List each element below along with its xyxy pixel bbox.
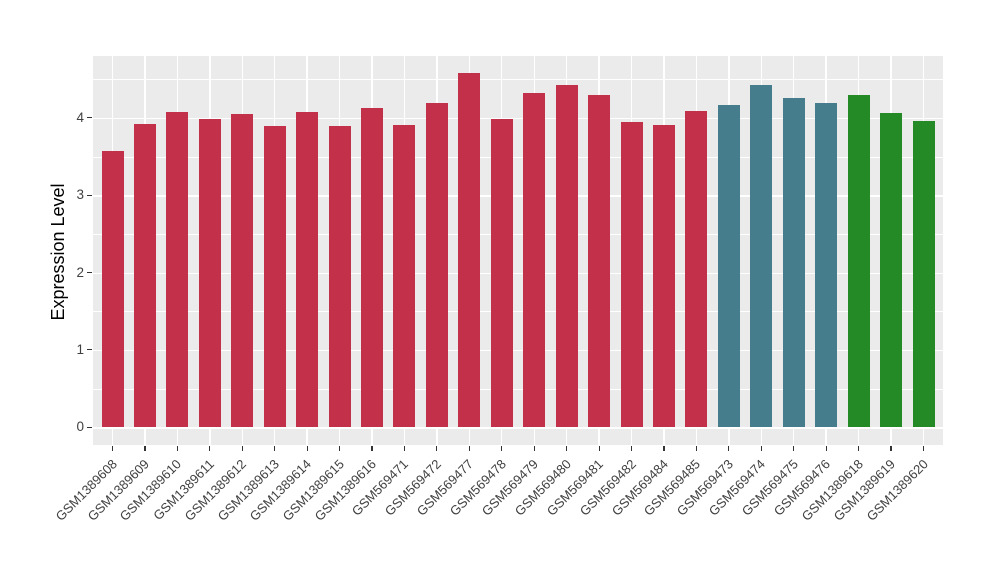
x-tick-mark-GSM1389611 (209, 446, 211, 451)
x-tick-mark-GSM569476 (825, 446, 827, 451)
plot-panel (93, 56, 943, 445)
x-tick-mark-GSM569477 (468, 446, 470, 451)
bar-GSM1389612 (231, 114, 254, 428)
gridline-major-y-0 (93, 427, 943, 429)
bar-GSM1389614 (296, 111, 319, 428)
bar-GSM569473 (717, 105, 740, 428)
bar-GSM1389618 (847, 95, 870, 428)
bar-GSM1389610 (166, 112, 189, 428)
bar-GSM1389616 (361, 107, 384, 428)
bar-GSM1389608 (101, 151, 124, 428)
gridline-minor-y-1.5 (93, 311, 943, 312)
y-tick-mark-3 (87, 194, 92, 196)
x-tick-mark-GSM1389618 (858, 446, 860, 451)
x-tick-mark-GSM1389614 (306, 446, 308, 451)
bar-GSM569474 (750, 84, 773, 428)
x-tick-mark-GSM569471 (403, 446, 406, 451)
x-tick-mark-GSM1389610 (176, 446, 178, 451)
x-tick-mark-GSM569479 (533, 446, 535, 451)
bar-GSM569477 (458, 73, 481, 428)
gridline-minor-y-2.5 (93, 233, 943, 235)
x-tick-mark-GSM1389608 (111, 446, 114, 451)
x-tick-mark-GSM1389609 (144, 446, 146, 451)
x-tick-mark-GSM569474 (760, 446, 762, 451)
y-tick-label-1: 1 (76, 341, 84, 357)
x-tick-mark-GSM1389619 (890, 446, 892, 451)
x-tick-mark-GSM569472 (436, 446, 438, 451)
x-tick-mark-GSM1389612 (241, 446, 243, 451)
gridline-minor-y-3.5 (93, 156, 943, 158)
x-tick-mark-GSM569485 (695, 446, 697, 451)
bar-GSM569480 (555, 85, 578, 428)
x-tick-mark-GSM569480 (566, 446, 568, 451)
bar-GSM569485 (685, 110, 708, 428)
bar-GSM569479 (523, 93, 546, 428)
x-tick-mark-GSM1389613 (274, 446, 276, 451)
x-tick-mark-GSM569482 (630, 446, 633, 451)
bar-GSM1389619 (880, 113, 903, 428)
bar-GSM1389611 (198, 118, 221, 428)
gridline-minor-y-0.5 (93, 388, 943, 390)
y-tick-label-3: 3 (76, 187, 84, 203)
y-tick-label-2: 2 (76, 264, 84, 280)
y-axis-title: Expression Level (48, 183, 68, 321)
gridline-major-y-1 (93, 349, 943, 352)
x-tick-mark-GSM1389616 (371, 446, 373, 451)
bar-GSM569475 (782, 97, 805, 428)
bar-GSM1389613 (263, 125, 286, 428)
bar-GSM569471 (393, 124, 416, 428)
gridline-major-y-3 (93, 195, 943, 197)
y-tick-mark-2 (87, 271, 92, 274)
x-tick-mark-GSM1389620 (922, 446, 925, 451)
bar-GSM1389609 (133, 124, 156, 428)
gridline-major-y-4 (93, 117, 943, 120)
bar-GSM569472 (425, 103, 448, 428)
y-tick-mark-4 (87, 117, 92, 119)
bar-GSM1389620 (912, 120, 935, 428)
y-tick-label-4: 4 (76, 109, 84, 125)
bar-GSM569482 (620, 121, 643, 428)
bar-GSM569481 (588, 94, 611, 428)
bar-GSM569476 (815, 103, 838, 428)
x-tick-mark-GSM569475 (793, 446, 795, 451)
bar-GSM569478 (490, 118, 513, 428)
bar-GSM1389615 (328, 126, 351, 428)
x-tick-mark-GSM569478 (501, 446, 503, 451)
gridline-major-y-2 (93, 272, 943, 274)
x-tick-mark-GSM569484 (663, 446, 665, 451)
x-tick-mark-GSM569481 (598, 446, 600, 451)
y-tick-label-0: 0 (76, 419, 84, 435)
gridline-minor-y-4.5 (93, 79, 943, 80)
x-tick-mark-GSM1389615 (338, 446, 341, 451)
bar-GSM569484 (652, 124, 675, 428)
y-tick-mark-0 (87, 426, 92, 428)
x-tick-mark-GSM569473 (728, 446, 730, 451)
y-tick-mark-1 (87, 349, 92, 351)
